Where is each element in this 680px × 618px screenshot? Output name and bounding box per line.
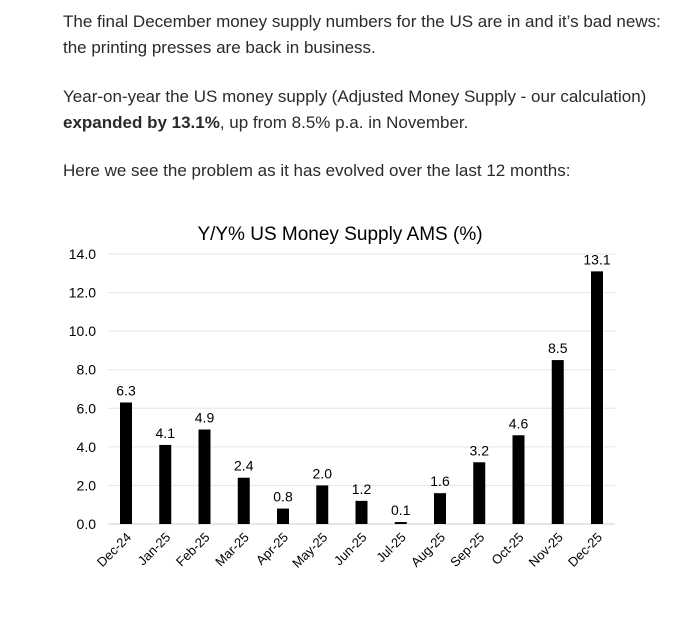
x-tick-label: Nov-25 <box>526 530 566 570</box>
x-tick-label: Aug-25 <box>408 530 448 570</box>
y-tick-label: 14.0 <box>69 246 96 262</box>
data-label: 2.4 <box>234 458 254 474</box>
bar <box>198 429 211 524</box>
chart-title: Y/Y% US Money Supply AMS (%) <box>197 224 482 245</box>
y-tick-label: 8.0 <box>77 362 97 378</box>
bar <box>434 493 446 524</box>
bar <box>316 485 329 524</box>
growth-text: Year-on-year the US money supply (Adjust… <box>63 87 647 106</box>
bar <box>277 508 289 524</box>
bar <box>473 462 486 524</box>
data-label: 4.6 <box>509 415 529 431</box>
growth-highlight: expanded by 13.1% <box>63 113 220 132</box>
bar <box>159 444 172 524</box>
x-tick-label: Jan-25 <box>135 530 174 569</box>
bar <box>591 271 603 524</box>
x-tick-label: Dec-24 <box>94 530 134 570</box>
bar <box>551 360 564 524</box>
data-label: 4.9 <box>195 410 215 426</box>
x-tick-label: Sep-25 <box>447 530 487 570</box>
x-tick-label: Mar-25 <box>212 530 252 570</box>
y-tick-label: 2.0 <box>77 477 97 493</box>
y-tick-label: 6.0 <box>77 400 97 416</box>
data-label: 1.6 <box>430 473 450 489</box>
bar <box>394 522 407 524</box>
growth-text-end: , up from 8.5% p.a. in November. <box>219 113 469 132</box>
bar <box>355 500 368 524</box>
x-tick-label: Oct-25 <box>488 530 526 568</box>
x-tick-label: Jun-25 <box>331 530 370 569</box>
x-tick-label: May-25 <box>289 530 330 571</box>
x-tick-label: Jul-25 <box>373 530 409 566</box>
y-tick-label: 12.0 <box>69 285 96 301</box>
y-tick-label: 10.0 <box>69 323 96 339</box>
bar <box>120 402 132 524</box>
intro-paragraph: The final December money supply numbers … <box>63 12 661 57</box>
data-label: 2.0 <box>313 465 333 481</box>
bar <box>237 477 250 524</box>
data-label: 4.1 <box>156 425 176 441</box>
y-tick-label: 0.0 <box>77 516 97 532</box>
data-label: 6.3 <box>116 383 136 399</box>
data-label: 8.5 <box>548 340 568 356</box>
data-label: 0.1 <box>391 502 411 518</box>
x-tick-label: Feb-25 <box>173 530 213 570</box>
x-tick-label: Apr-25 <box>253 530 291 568</box>
y-tick-label: 4.0 <box>77 439 97 455</box>
bar <box>512 435 525 524</box>
x-tick-label: Dec-25 <box>565 530 605 570</box>
data-label: 13.1 <box>583 251 610 267</box>
data-label: 0.8 <box>273 489 293 505</box>
chart-intro-paragraph: Here we see the problem as it has evolve… <box>63 161 571 180</box>
growth-paragraph: Year-on-year the US money supply (Adjust… <box>63 84 663 136</box>
data-label: 1.2 <box>352 481 372 497</box>
data-label: 3.2 <box>470 442 490 458</box>
